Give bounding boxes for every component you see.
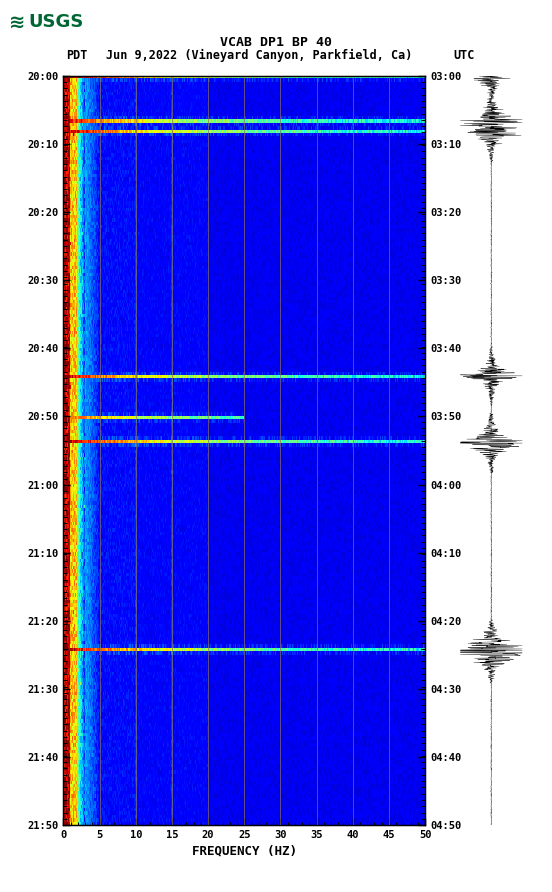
Text: Jun 9,2022 (Vineyard Canyon, Parkfield, Ca): Jun 9,2022 (Vineyard Canyon, Parkfield, … [106, 49, 413, 62]
Text: PDT: PDT [66, 49, 88, 62]
Text: UTC: UTC [453, 49, 474, 62]
Text: ≋: ≋ [9, 12, 25, 32]
Text: VCAB DP1 BP 40: VCAB DP1 BP 40 [220, 36, 332, 49]
Text: USGS: USGS [29, 13, 84, 31]
X-axis label: FREQUENCY (HZ): FREQUENCY (HZ) [192, 844, 297, 857]
